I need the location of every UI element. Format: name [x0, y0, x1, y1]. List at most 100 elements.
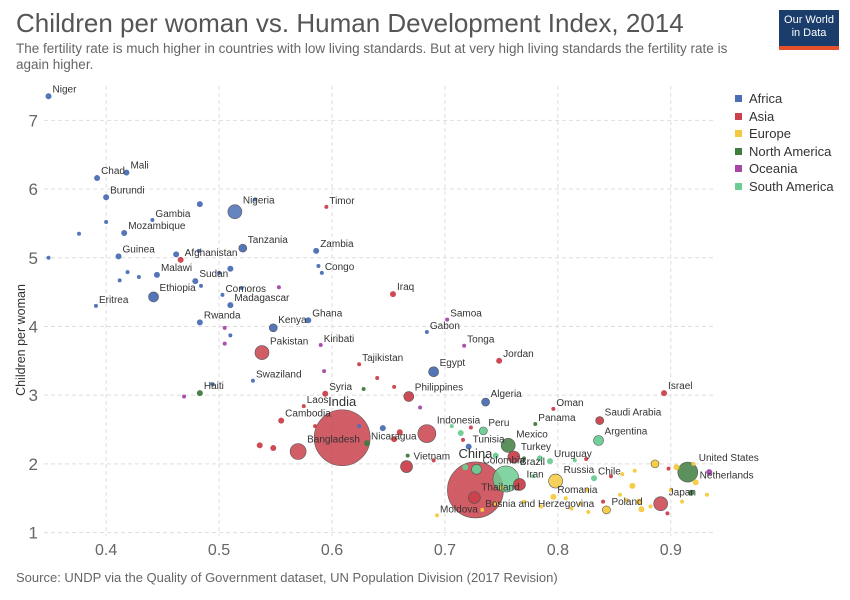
data-point[interactable] [210, 382, 215, 387]
data-point[interactable] [531, 474, 536, 479]
data-point[interactable] [481, 397, 490, 407]
data-point[interactable] [316, 264, 321, 268]
data-point[interactable] [585, 487, 590, 492]
data-point[interactable] [569, 506, 574, 511]
data-point[interactable] [418, 405, 423, 410]
data-point[interactable] [93, 303, 98, 308]
data-point[interactable] [173, 251, 180, 258]
data-point[interactable] [136, 274, 141, 279]
data-point[interactable] [253, 197, 258, 202]
data-point[interactable] [196, 319, 203, 326]
data-point[interactable] [507, 450, 521, 464]
data-point[interactable] [601, 499, 606, 504]
data-point[interactable] [680, 499, 685, 504]
data-point[interactable] [250, 378, 255, 383]
data-point[interactable] [239, 285, 244, 290]
data-point[interactable] [278, 417, 285, 424]
data-point[interactable] [45, 93, 52, 100]
data-point[interactable] [468, 425, 473, 430]
data-point[interactable] [546, 458, 553, 465]
data-point[interactable] [115, 253, 122, 260]
data-point[interactable] [462, 343, 467, 348]
data-point[interactable] [196, 390, 203, 397]
data-point[interactable] [593, 435, 604, 446]
data-point[interactable] [563, 496, 568, 501]
data-point[interactable] [499, 485, 504, 490]
data-point[interactable] [636, 498, 643, 505]
data-point[interactable] [522, 456, 526, 461]
data-point[interactable] [103, 194, 110, 201]
data-point[interactable] [548, 473, 563, 489]
data-point[interactable] [305, 317, 312, 324]
data-point[interactable] [318, 343, 323, 348]
legend-item[interactable]: North America [735, 143, 834, 161]
data-point[interactable] [301, 404, 306, 409]
data-point[interactable] [150, 217, 155, 222]
data-point[interactable] [268, 323, 278, 333]
legend-item[interactable]: Europe [735, 125, 834, 143]
data-point[interactable] [551, 406, 556, 411]
data-point[interactable] [496, 357, 503, 364]
data-point[interactable] [322, 369, 327, 374]
data-point[interactable] [123, 169, 130, 176]
data-point[interactable] [153, 271, 160, 278]
data-point[interactable] [403, 391, 415, 402]
data-point[interactable] [638, 506, 645, 513]
data-point[interactable] [479, 426, 488, 436]
data-point[interactable] [624, 498, 629, 503]
data-point[interactable] [620, 472, 625, 477]
data-point[interactable] [584, 457, 589, 462]
data-point[interactable] [428, 366, 439, 378]
data-point[interactable] [706, 469, 713, 476]
data-point[interactable] [673, 464, 680, 471]
data-point[interactable] [322, 390, 329, 397]
data-point[interactable] [198, 283, 203, 288]
data-point[interactable] [471, 464, 482, 475]
data-point[interactable] [665, 511, 670, 516]
data-point[interactable] [222, 341, 227, 346]
data-point[interactable] [227, 302, 234, 309]
legend-item[interactable]: Africa [735, 90, 834, 108]
data-point[interactable] [513, 478, 526, 491]
data-point[interactable] [522, 499, 526, 504]
data-point[interactable] [125, 270, 130, 275]
data-point[interactable] [313, 409, 371, 467]
data-point[interactable] [461, 437, 466, 442]
data-point[interactable] [692, 479, 699, 486]
data-point[interactable] [391, 436, 398, 443]
data-point[interactable] [492, 452, 499, 459]
data-point[interactable] [400, 460, 413, 473]
data-point[interactable] [445, 317, 450, 322]
data-point[interactable] [493, 501, 498, 506]
data-point[interactable] [392, 384, 397, 389]
data-point[interactable] [650, 459, 660, 469]
data-point[interactable] [468, 491, 481, 504]
data-point[interactable] [270, 445, 277, 452]
data-point[interactable] [618, 492, 622, 497]
data-point[interactable] [602, 505, 611, 515]
data-point[interactable] [94, 175, 101, 182]
data-point[interactable] [196, 201, 203, 208]
data-point[interactable] [364, 440, 371, 447]
data-point[interactable] [629, 482, 636, 489]
data-point[interactable] [591, 475, 598, 482]
data-point[interactable] [182, 394, 187, 399]
data-point[interactable] [435, 513, 440, 518]
data-point[interactable] [313, 424, 318, 429]
legend-item[interactable]: Oceania [735, 160, 834, 178]
data-point[interactable] [227, 265, 234, 272]
data-point[interactable] [465, 443, 472, 450]
data-point[interactable] [396, 429, 403, 436]
data-point[interactable] [46, 255, 51, 260]
data-point[interactable] [632, 468, 637, 473]
data-point[interactable] [648, 504, 653, 509]
data-point[interactable] [533, 422, 538, 427]
data-point[interactable] [431, 458, 436, 463]
data-point[interactable] [677, 461, 699, 483]
data-point[interactable] [389, 291, 396, 298]
data-point[interactable] [666, 466, 671, 471]
data-point[interactable] [578, 501, 583, 506]
data-point[interactable] [449, 424, 454, 429]
data-point[interactable] [538, 504, 543, 509]
legend-item[interactable]: South America [735, 178, 834, 196]
